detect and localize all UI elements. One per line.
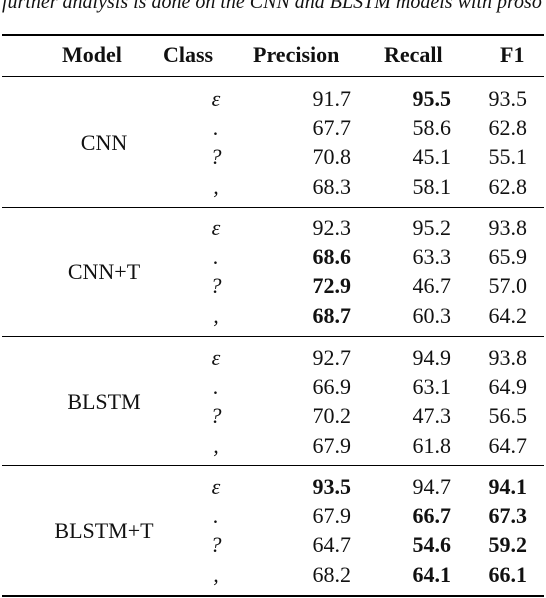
class-cell: . xyxy=(213,374,219,400)
f1-cell: 55.1 xyxy=(488,144,528,170)
header-precision: Precision xyxy=(253,42,340,67)
precision-cell: 70.8 xyxy=(312,144,352,170)
class-cell: , xyxy=(213,561,219,587)
group-rule xyxy=(2,207,544,208)
model-label: BLSTM+T xyxy=(54,517,154,543)
precision-cell: 68.7 xyxy=(312,302,352,328)
recall-cell: 94.9 xyxy=(412,345,452,370)
recall-cell: 94.7 xyxy=(412,474,452,499)
class-cell: . xyxy=(213,115,219,141)
header-class: Class xyxy=(163,42,214,67)
header-rule xyxy=(2,76,544,77)
precision-cell: 68.6 xyxy=(312,244,352,270)
precision-cell: 92.7 xyxy=(312,345,352,370)
f1-cell: 65.9 xyxy=(488,244,528,270)
class-cell: . xyxy=(213,503,219,529)
recall-cell: 61.8 xyxy=(412,432,452,458)
precision-cell: 72.9 xyxy=(312,273,352,299)
class-cell: , xyxy=(213,302,219,328)
precision-cell: 66.9 xyxy=(312,374,352,400)
f1-cell: 62.8 xyxy=(488,173,528,199)
recall-cell: 63.3 xyxy=(412,244,452,270)
class-cell: ε xyxy=(211,474,221,499)
header-f1: F1 xyxy=(500,42,525,67)
caption-text: further analysis is done on the CNN and … xyxy=(2,0,542,13)
class-cell: ε xyxy=(211,86,221,111)
group-rule xyxy=(2,465,544,466)
header-recall: Recall xyxy=(384,42,443,67)
precision-cell: 67.9 xyxy=(312,432,352,458)
group-rule xyxy=(2,336,544,337)
f1-cell: 64.7 xyxy=(488,432,528,458)
f1-cell: 64.2 xyxy=(488,302,528,328)
f1-cell: 57.0 xyxy=(488,273,528,299)
recall-cell: 54.6 xyxy=(412,532,452,558)
f1-cell: 94.1 xyxy=(488,474,528,499)
f1-cell: 93.8 xyxy=(488,215,528,240)
class-cell: ? xyxy=(210,273,222,299)
top-rule xyxy=(2,34,544,36)
recall-cell: 63.1 xyxy=(412,374,452,400)
precision-cell: 91.7 xyxy=(312,86,352,111)
precision-cell: 68.2 xyxy=(312,561,352,587)
class-cell: ? xyxy=(210,532,222,558)
precision-cell: 67.7 xyxy=(312,115,352,141)
class-cell: , xyxy=(213,432,219,458)
class-cell: , xyxy=(213,173,219,199)
precision-cell: 70.2 xyxy=(312,403,352,429)
precision-cell: 64.7 xyxy=(312,532,352,558)
precision-cell: 68.3 xyxy=(312,173,352,199)
class-cell: ε xyxy=(211,345,221,370)
recall-cell: 66.7 xyxy=(412,503,452,529)
f1-cell: 93.8 xyxy=(488,345,528,370)
model-label: CNN+T xyxy=(67,258,141,284)
precision-cell: 67.9 xyxy=(312,503,352,529)
recall-cell: 45.1 xyxy=(412,144,452,170)
f1-cell: 59.2 xyxy=(488,532,528,558)
f1-cell: 64.9 xyxy=(488,374,528,400)
recall-cell: 95.5 xyxy=(412,86,452,111)
class-cell: ? xyxy=(210,403,222,429)
recall-cell: 58.6 xyxy=(412,115,452,141)
f1-cell: 93.5 xyxy=(488,86,528,111)
f1-cell: 62.8 xyxy=(488,115,528,141)
class-cell: . xyxy=(213,244,219,270)
class-cell: ε xyxy=(211,215,221,240)
class-cell: ? xyxy=(210,144,222,170)
recall-cell: 46.7 xyxy=(412,273,452,299)
recall-cell: 58.1 xyxy=(412,173,452,199)
recall-cell: 60.3 xyxy=(412,302,452,328)
f1-cell: 56.5 xyxy=(488,403,528,429)
recall-cell: 95.2 xyxy=(412,215,452,240)
precision-cell: 92.3 xyxy=(312,215,352,240)
model-label: CNN xyxy=(80,129,128,155)
recall-cell: 47.3 xyxy=(412,403,452,429)
model-label: BLSTM xyxy=(67,388,141,414)
header-model: Model xyxy=(62,42,122,67)
f1-cell: 66.1 xyxy=(488,561,528,587)
f1-cell: 67.3 xyxy=(488,503,528,529)
bottom-rule xyxy=(2,595,544,597)
recall-cell: 64.1 xyxy=(412,561,452,587)
precision-cell: 93.5 xyxy=(312,474,352,499)
